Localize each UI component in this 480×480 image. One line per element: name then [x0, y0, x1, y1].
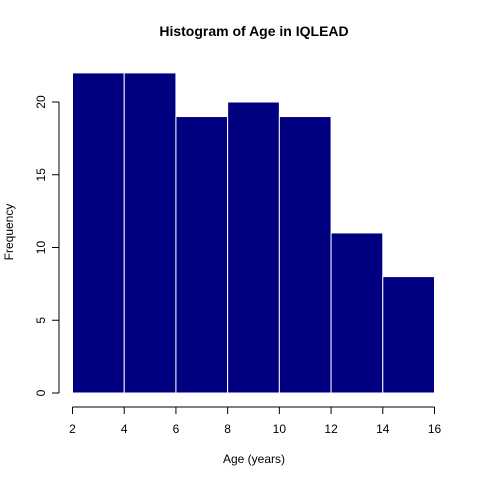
- x-ticks-group: 2 4 6 8 10 12 14 16: [69, 407, 441, 436]
- x-tick-label-8: 8: [224, 422, 231, 436]
- histogram-bar-3: [175, 116, 229, 394]
- x-tick-label-10: 10: [273, 422, 287, 436]
- x-tick-label-4: 4: [121, 422, 128, 436]
- y-tick-label-15: 15: [34, 168, 48, 182]
- histogram-bar-4: [227, 101, 280, 394]
- y-tick-label-10: 10: [34, 241, 48, 255]
- y-tick-label-0: 0: [34, 389, 48, 396]
- y-ticks-group: 0 5 10 15 20: [34, 95, 59, 396]
- x-tick-label-12: 12: [324, 422, 338, 436]
- histogram-bar-7: [382, 276, 435, 394]
- x-tick-label-6: 6: [173, 422, 180, 436]
- bars-group: [72, 72, 435, 394]
- y-axis-label: Frequency: [2, 204, 16, 261]
- x-tick-label-2: 2: [69, 422, 76, 436]
- x-tick-label-16: 16: [428, 422, 442, 436]
- chart-title: Histogram of Age in IQLEAD: [159, 23, 348, 39]
- histogram-bar-5: [278, 116, 332, 394]
- histogram-bar-2: [123, 72, 177, 394]
- x-tick-label-14: 14: [376, 422, 390, 436]
- histogram-bar-6: [330, 232, 384, 394]
- x-axis-label: Age (years): [223, 452, 285, 466]
- y-tick-label-20: 20: [34, 95, 48, 109]
- histogram-bar-1: [72, 72, 125, 394]
- y-tick-label-5: 5: [34, 317, 48, 324]
